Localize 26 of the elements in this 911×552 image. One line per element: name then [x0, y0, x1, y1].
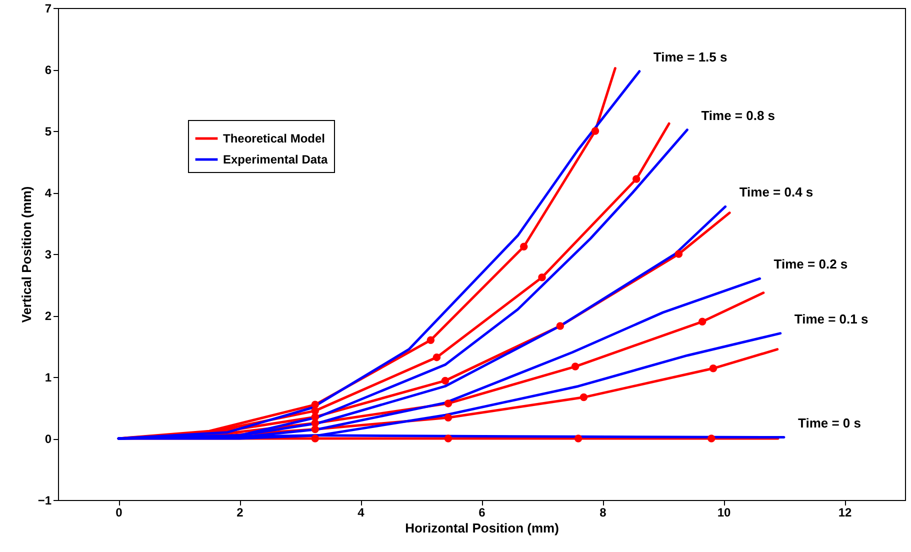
x-axis-title: Horizontal Position (mm): [405, 520, 559, 536]
y-tick-label: 1: [44, 370, 52, 384]
annotation: Time = 0.4 s: [739, 184, 814, 200]
y-axis-title: Vertical Position (mm): [18, 186, 34, 323]
x-tick-label: 10: [717, 506, 731, 520]
y-tick-label: 3: [44, 248, 52, 262]
y-tick-label: −1: [38, 494, 52, 508]
x-tick-label: 4: [358, 506, 365, 520]
x-tick-label: 12: [838, 506, 852, 520]
annotation: Time = 0.1 s: [794, 311, 868, 326]
x-tick-label: 6: [478, 506, 486, 520]
y-tick-label: 4: [44, 186, 52, 200]
y-tick-label: 0: [44, 432, 52, 446]
y-tick-label: 5: [44, 124, 52, 138]
legend-label: Theoretical Model: [223, 132, 326, 146]
x-tick-label: 0: [116, 506, 123, 520]
annotation: Time = 0.8 s: [701, 108, 776, 123]
x-tick-label: 8: [600, 506, 607, 520]
y-tick-label: 7: [44, 2, 52, 16]
annotation: Time = 0 s: [798, 415, 861, 430]
y-tick-label: 2: [44, 309, 52, 323]
annotation: Time = 1.5 s: [653, 49, 728, 64]
annotation: Time = 0.2 s: [774, 256, 848, 272]
y-tick-label: 6: [44, 63, 52, 77]
legend-label: Experimental Data: [223, 152, 328, 166]
x-tick-label: 2: [236, 506, 244, 520]
